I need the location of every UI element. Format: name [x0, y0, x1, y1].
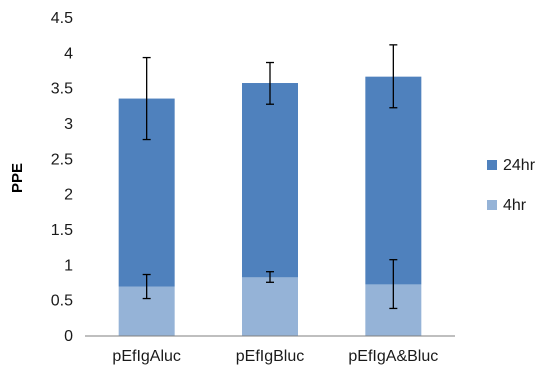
- y-tick-label: 1.5: [51, 222, 73, 239]
- y-tick-label: 1: [64, 257, 73, 274]
- x-axis-labels: pEfIgAluc pEfIgBluc pEfIgA&Bluc: [112, 348, 438, 365]
- x-tick-label: pEfIgBluc: [236, 348, 304, 365]
- bar-24hr-2: [365, 76, 422, 285]
- y-axis-ticks: 0 0.5 1 1.5 2 2.5 3 3.5 4 4.5: [51, 10, 73, 345]
- x-tick-label: pEfIgAluc: [112, 348, 180, 365]
- bar-4hr-1: [242, 277, 298, 336]
- legend: 24hr 4hr: [487, 157, 536, 214]
- y-axis-title: PPE: [9, 163, 26, 193]
- legend-label-4hr: 4hr: [503, 197, 527, 214]
- x-tick-label: pEfIgA&Bluc: [348, 348, 438, 365]
- y-tick-label: 4: [64, 45, 73, 62]
- y-tick-label: 3.5: [51, 81, 73, 98]
- y-tick-label: 0: [64, 328, 73, 345]
- y-tick-label: 3: [64, 116, 73, 133]
- legend-swatch-24hr: [487, 160, 497, 170]
- y-tick-label: 4.5: [51, 10, 73, 27]
- bars-group: [118, 76, 422, 336]
- bar-24hr-1: [242, 83, 298, 278]
- legend-swatch-4hr: [487, 200, 497, 210]
- legend-label-24hr: 24hr: [503, 157, 536, 174]
- y-tick-label: 2.5: [51, 151, 73, 168]
- y-tick-label: 2: [64, 187, 73, 204]
- error-bars-group: [142, 44, 398, 310]
- y-tick-label: 0.5: [51, 293, 73, 310]
